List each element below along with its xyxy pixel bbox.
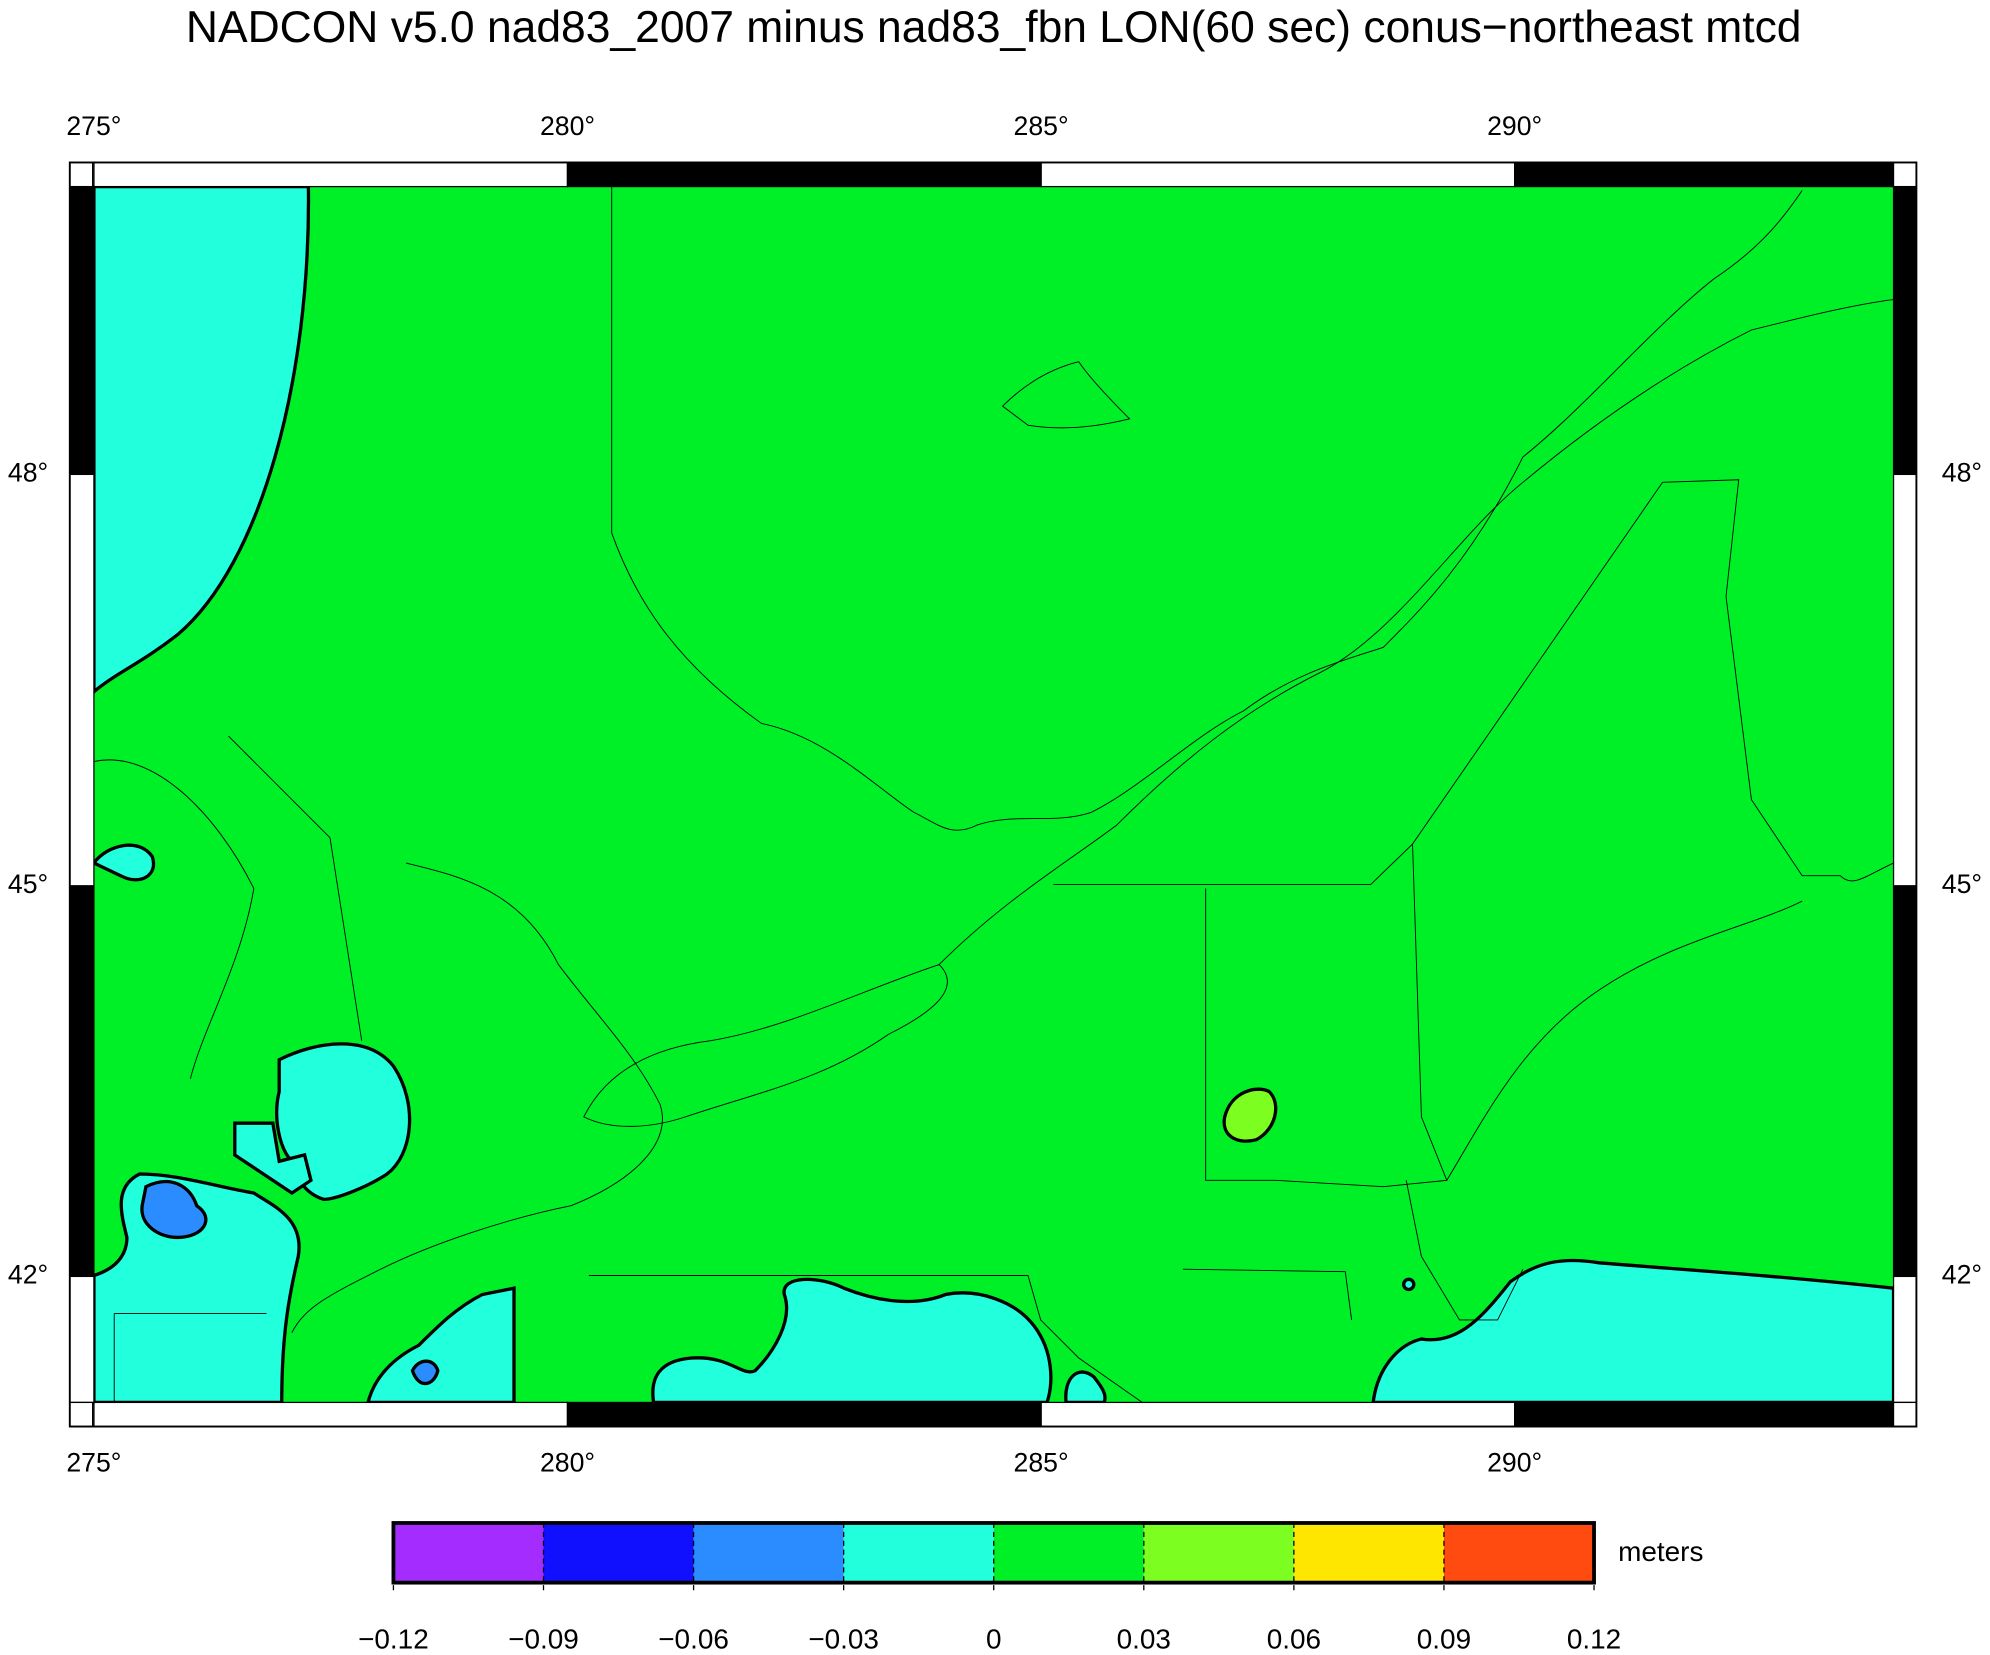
x-tick-label: 275° xyxy=(66,111,121,141)
frame-segment xyxy=(1514,1401,1895,1428)
coastlines xyxy=(93,186,1894,1403)
colorbar-tick-label: −0.06 xyxy=(658,1623,729,1654)
frame-segment xyxy=(69,885,95,1278)
frame-segment xyxy=(1040,161,1516,188)
colorbar-tick-label: 0.03 xyxy=(1117,1623,1171,1654)
colorbar-label: meters xyxy=(1618,1536,1703,1567)
colorbar-cell xyxy=(1293,1522,1444,1583)
contour-region xyxy=(91,184,1896,1405)
frame-segment xyxy=(1892,473,1918,887)
frame-corner xyxy=(1892,161,1918,188)
map-area xyxy=(93,186,1894,1403)
colorbar-tick-label: −0.09 xyxy=(508,1623,579,1654)
colorbar-cell xyxy=(543,1522,694,1583)
frame-corner xyxy=(69,1401,94,1428)
frame-segment xyxy=(69,185,95,476)
map-frame xyxy=(68,161,1918,1428)
frame-segment xyxy=(1892,1275,1918,1404)
frame-border xyxy=(68,161,1918,1428)
x-tick-label: 285° xyxy=(1014,1448,1069,1478)
frame-segment xyxy=(93,161,569,188)
colorbar-tick-label: 0.06 xyxy=(1267,1623,1321,1654)
colorbar-tick-label: −0.03 xyxy=(808,1623,879,1654)
x-tick-label: 290° xyxy=(1487,111,1542,141)
frame-segment xyxy=(69,473,95,887)
y-tick-label: 42° xyxy=(1942,1259,1982,1289)
y-tick-label: 45° xyxy=(1942,869,1982,899)
y-tick-label: 48° xyxy=(1942,457,1982,487)
colorbar: −0.12 −0.09 −0.06 −0.03 0 0.03 0.06 0.09 0.12 xyxy=(358,1521,1621,1654)
frame-segment xyxy=(93,1401,569,1428)
contour-region xyxy=(140,1180,440,1386)
colorbar-cell xyxy=(843,1522,994,1583)
colorbar-tick-label: −0.12 xyxy=(358,1623,429,1654)
frame-segment xyxy=(1892,885,1918,1278)
colorbar-cell xyxy=(1143,1522,1294,1583)
y-tick-label: 48° xyxy=(8,457,48,487)
colorbar-tick-label: 0.12 xyxy=(1567,1623,1621,1654)
y-tick-label: 42° xyxy=(8,1259,48,1289)
frame-segment xyxy=(566,1401,1042,1428)
colorbar-cell xyxy=(393,1522,544,1583)
colorbar-cell xyxy=(993,1522,1144,1583)
frame-corner xyxy=(1892,1401,1918,1428)
map-axes: 275° 275° 280° 280° 285° 285° 290° 290° 42° 42° 45… xyxy=(8,111,1982,1477)
x-tick-label: 280° xyxy=(540,1448,595,1478)
x-tick-label: 285° xyxy=(1014,111,1069,141)
colorbar-cell xyxy=(693,1522,844,1583)
x-tick-label: 275° xyxy=(66,1448,121,1478)
contour-region xyxy=(1222,1087,1278,1143)
frame-segment xyxy=(1514,161,1895,188)
frame-segment xyxy=(69,1275,95,1404)
x-tick-label: 290° xyxy=(1487,1448,1542,1478)
frame-segment xyxy=(1892,185,1918,476)
y-tick-label: 45° xyxy=(8,869,48,899)
colorbar-tick-label: 0 xyxy=(986,1623,1002,1654)
frame-segment xyxy=(1040,1401,1516,1428)
frame-corner xyxy=(69,161,94,188)
x-tick-label: 280° xyxy=(540,111,595,141)
map-title: NADCON v5.0 nad83_2007 minus nad83_fbn L… xyxy=(186,3,1802,52)
colorbar-cell xyxy=(1443,1522,1595,1583)
colorbar-tick-label: 0.09 xyxy=(1417,1623,1471,1654)
frame-segment xyxy=(566,161,1042,188)
